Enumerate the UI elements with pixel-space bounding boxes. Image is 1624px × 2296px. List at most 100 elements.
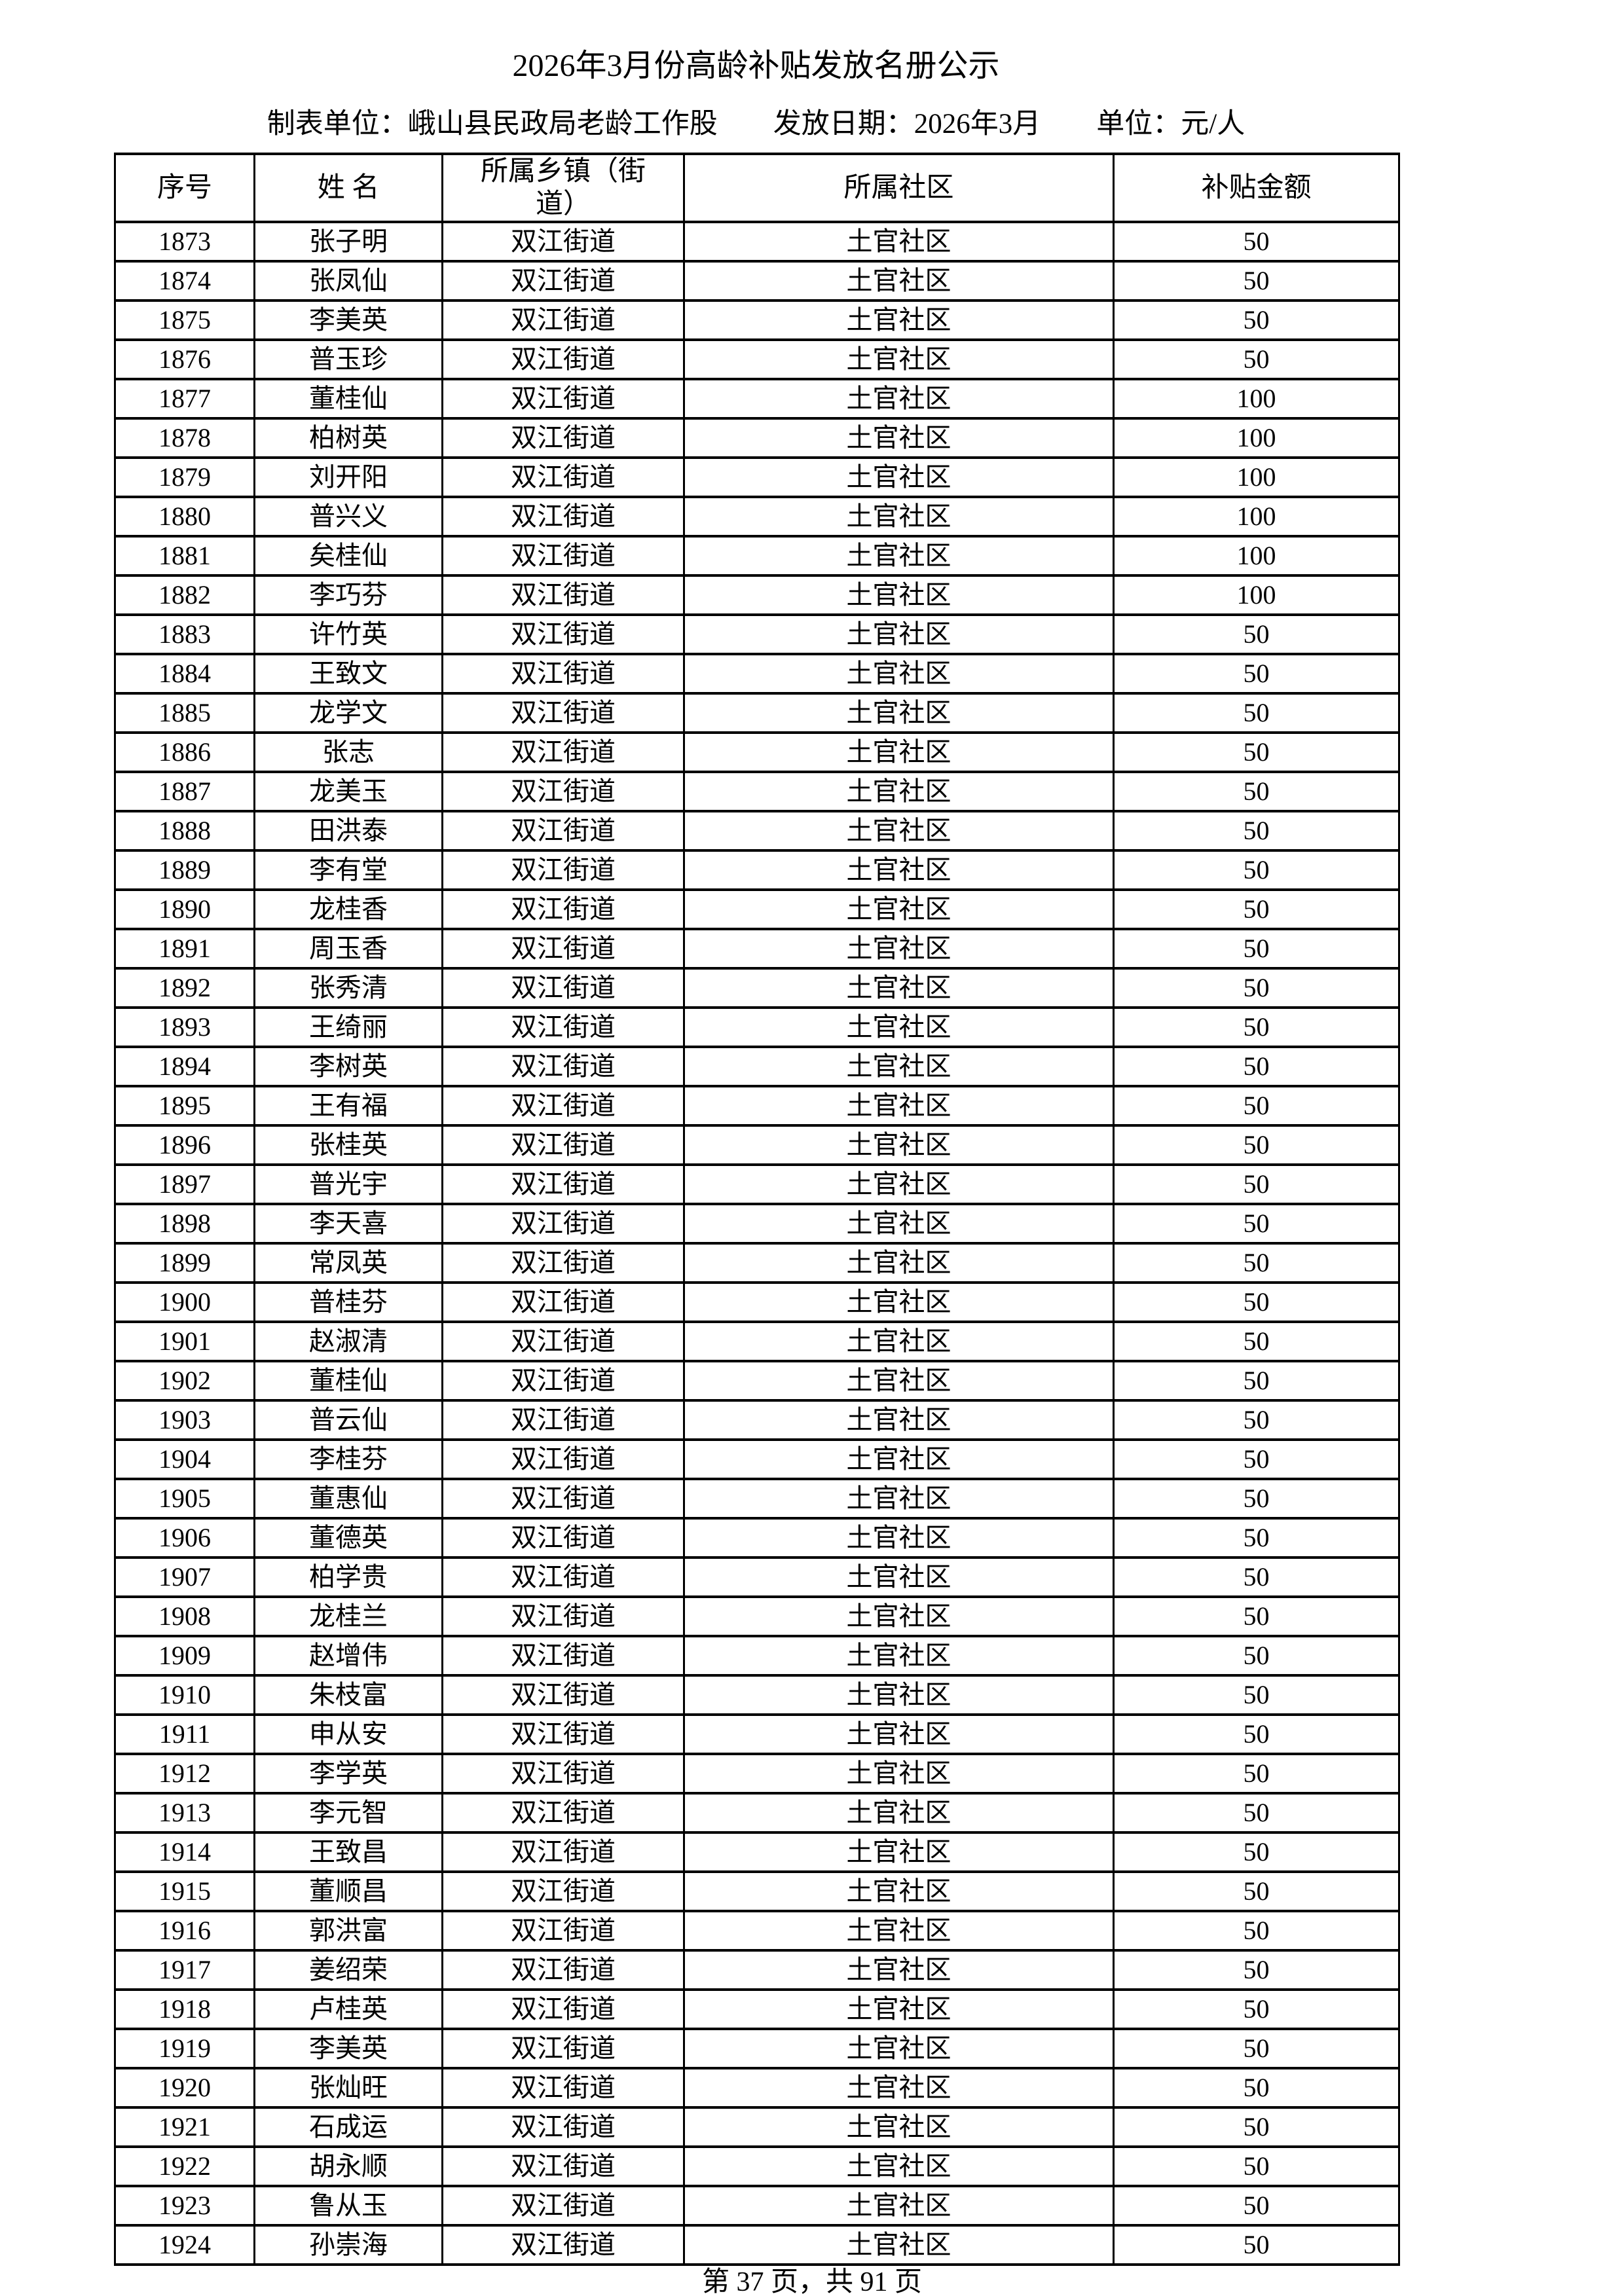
cell-index: 1898	[114, 1203, 255, 1245]
cell-township: 双江街道	[441, 338, 685, 380]
cell-amount: 50	[1113, 1046, 1400, 1087]
cell-index: 1917	[114, 1949, 255, 1991]
table-row: 1880 普兴义 双江街道 土官社区 100	[114, 496, 1400, 538]
cell-name: 董桂仙	[253, 1360, 443, 1402]
cell-index: 1893	[114, 1006, 255, 1048]
cell-index: 1914	[114, 1831, 255, 1873]
cell-community: 土官社区	[683, 535, 1115, 577]
cell-index: 1879	[114, 456, 255, 498]
cell-township: 双江街道	[441, 1635, 685, 1677]
cell-amount: 50	[1113, 613, 1400, 655]
cell-index: 1881	[114, 535, 255, 577]
cell-index: 1920	[114, 2067, 255, 2109]
cell-amount: 50	[1113, 1870, 1400, 1912]
cell-amount: 50	[1113, 967, 1400, 1009]
table-row: 1907 柏学贵 双江街道 土官社区 50	[114, 1556, 1400, 1598]
cell-township: 双江街道	[441, 1478, 685, 1520]
cell-index: 1892	[114, 967, 255, 1009]
cell-amount: 50	[1113, 810, 1400, 852]
header-cell-name: 姓 名	[253, 153, 443, 223]
cell-name: 李树英	[253, 1046, 443, 1087]
cell-township: 双江街道	[441, 1595, 685, 1637]
cell-community: 土官社区	[683, 1910, 1115, 1952]
cell-amount: 50	[1113, 653, 1400, 695]
cell-community: 土官社区	[683, 1713, 1115, 1755]
table-row: 1902 董桂仙 双江街道 土官社区 50	[114, 1360, 1400, 1402]
producer-label: 制表单位：峨山县民政局老龄工作股	[267, 109, 718, 139]
cell-community: 土官社区	[683, 338, 1115, 380]
cell-index: 1912	[114, 1753, 255, 1795]
cell-township: 双江街道	[441, 810, 685, 852]
table-row: 1881 矣桂仙 双江街道 土官社区 100	[114, 535, 1400, 577]
table-row: 1924 孙崇海 双江街道 土官社区 50	[114, 2224, 1400, 2266]
cell-index: 1910	[114, 1674, 255, 1716]
cell-name: 张子明	[253, 221, 443, 263]
cell-amount: 100	[1113, 535, 1400, 577]
cell-township: 双江街道	[441, 1006, 685, 1048]
cell-name: 鲁从玉	[253, 2185, 443, 2227]
table-row: 1923 鲁从玉 双江街道 土官社区 50	[114, 2185, 1400, 2227]
cell-amount: 50	[1113, 1949, 1400, 1991]
table-row: 1911 申从安 双江街道 土官社区 50	[114, 1713, 1400, 1755]
page-number-footer: 第 37 页，共 91 页	[701, 2267, 922, 2296]
cell-township: 双江街道	[441, 731, 685, 773]
cell-community: 土官社区	[683, 417, 1115, 459]
cell-amount: 50	[1113, 1635, 1400, 1677]
cell-amount: 50	[1113, 1792, 1400, 1834]
cell-township: 双江街道	[441, 1438, 685, 1480]
roster-head: 序号姓 名所属乡镇（街道） 所属社区 补贴金额	[114, 153, 1400, 223]
cell-amount: 50	[1113, 221, 1400, 263]
cell-amount: 50	[1113, 1163, 1400, 1205]
cell-index: 1875	[114, 299, 255, 341]
cell-amount: 50	[1113, 1203, 1400, 1245]
cell-index: 1901	[114, 1321, 255, 1362]
cell-name: 朱枝富	[253, 1674, 443, 1716]
cell-township: 双江街道	[441, 1713, 685, 1755]
cell-index: 1900	[114, 1281, 255, 1323]
unit-label: 单位：元/人	[1096, 109, 1246, 139]
cell-name: 胡永顺	[253, 2145, 443, 2187]
table-row: 1916 郭洪富 双江街道 土官社区 50	[114, 1910, 1400, 1952]
cell-index: 1894	[114, 1046, 255, 1087]
table-row: 1878 柏树英 双江街道 土官社区 100	[114, 417, 1400, 459]
cell-name: 龙美玉	[253, 771, 443, 812]
cell-amount: 50	[1113, 1556, 1400, 1598]
cell-township: 双江街道	[441, 1046, 685, 1087]
cell-township: 双江街道	[441, 535, 685, 577]
table-row: 1900 普桂芬 双江街道 土官社区 50	[114, 1281, 1400, 1323]
cell-community: 土官社区	[683, 2145, 1115, 2187]
table-row: 1906 董德英 双江街道 土官社区 50	[114, 1517, 1400, 1559]
cell-name: 董德英	[253, 1517, 443, 1559]
cell-amount: 50	[1113, 888, 1400, 930]
table-row: 1887 龙美玉 双江街道 土官社区 50	[114, 771, 1400, 812]
cell-community: 土官社区	[683, 1517, 1115, 1559]
cell-township: 双江街道	[441, 1870, 685, 1912]
cell-township: 双江街道	[441, 221, 685, 263]
table-row: 1922 胡永顺 双江街道 土官社区 50	[114, 2145, 1400, 2187]
table-row: 1919 李美英 双江街道 土官社区 50	[114, 2028, 1400, 2069]
cell-township: 双江街道	[441, 928, 685, 970]
cell-index: 1915	[114, 1870, 255, 1912]
cell-index: 1899	[114, 1242, 255, 1284]
header-cell-index: 序号	[114, 153, 255, 223]
cell-name: 姜绍荣	[253, 1949, 443, 1991]
cell-amount: 50	[1113, 928, 1400, 970]
cell-community: 土官社区	[683, 2106, 1115, 2148]
cell-community: 土官社区	[683, 653, 1115, 695]
cell-community: 土官社区	[683, 1124, 1115, 1166]
cell-index: 1877	[114, 378, 255, 420]
cell-township: 双江街道	[441, 2145, 685, 2187]
cell-township: 双江街道	[441, 1910, 685, 1952]
table-row: 1895 王有福 双江街道 土官社区 50	[114, 1085, 1400, 1127]
cell-community: 土官社区	[683, 1753, 1115, 1795]
cell-community: 土官社区	[683, 1674, 1115, 1716]
cell-name: 李桂芬	[253, 1438, 443, 1480]
cell-community: 土官社区	[683, 1006, 1115, 1048]
table-row: 1884 王致文 双江街道 土官社区 50	[114, 653, 1400, 695]
cell-community: 土官社区	[683, 1321, 1115, 1362]
cell-community: 土官社区	[683, 731, 1115, 773]
cell-community: 土官社区	[683, 2185, 1115, 2227]
cell-township: 双江街道	[441, 1203, 685, 1245]
table-row: 1897 普光宇 双江街道 土官社区 50	[114, 1163, 1400, 1205]
table-row: 1921 石成运 双江街道 土官社区 50	[114, 2106, 1400, 2148]
